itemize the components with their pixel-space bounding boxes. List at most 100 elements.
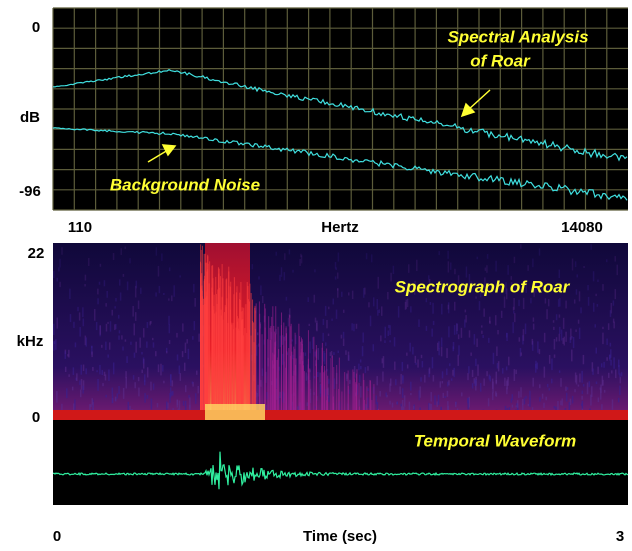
streak	[278, 348, 280, 420]
texture	[467, 373, 469, 381]
texture	[314, 269, 316, 273]
streak	[226, 278, 228, 420]
texture	[370, 254, 373, 263]
texture	[446, 368, 448, 376]
texture	[315, 322, 318, 331]
texture	[105, 394, 107, 398]
texture	[197, 385, 200, 394]
texture	[171, 391, 173, 396]
texture	[562, 337, 564, 344]
texture	[483, 378, 485, 386]
texture	[581, 390, 584, 395]
texture	[514, 313, 516, 323]
texture	[183, 362, 186, 372]
texture	[107, 321, 109, 324]
texture	[465, 266, 468, 278]
texture	[360, 386, 362, 398]
texture	[56, 391, 58, 403]
texture	[111, 309, 113, 316]
streak	[323, 365, 325, 420]
texture	[553, 354, 556, 358]
streak	[241, 319, 243, 420]
streak	[245, 304, 247, 420]
texture	[258, 276, 260, 280]
texture	[173, 285, 175, 297]
texture	[78, 312, 81, 321]
texture	[193, 283, 195, 293]
streak	[200, 293, 202, 420]
texture	[194, 297, 196, 307]
texture	[507, 377, 509, 386]
texture	[569, 398, 572, 406]
texture	[59, 281, 61, 288]
texture	[362, 332, 364, 343]
texture	[292, 354, 294, 360]
texture	[410, 381, 412, 391]
streak	[254, 328, 256, 420]
texture	[279, 274, 281, 281]
texture	[103, 371, 106, 376]
texture	[486, 371, 488, 377]
texture	[166, 401, 168, 410]
texture	[108, 369, 110, 381]
texture	[406, 352, 408, 356]
texture	[582, 384, 585, 387]
texture	[600, 388, 602, 400]
texture	[601, 404, 603, 410]
texture	[520, 244, 522, 249]
texture	[68, 374, 70, 377]
texture	[144, 393, 146, 403]
texture	[551, 378, 553, 384]
texture	[587, 284, 589, 291]
texture	[115, 323, 117, 330]
texture	[396, 401, 399, 405]
texture	[156, 403, 159, 408]
texture	[59, 258, 61, 268]
texture	[279, 391, 281, 399]
texture	[292, 269, 294, 273]
streak	[332, 396, 334, 420]
texture	[620, 372, 623, 377]
texture	[282, 391, 284, 403]
texture	[479, 383, 482, 392]
texture	[477, 364, 479, 376]
texture	[351, 290, 354, 300]
arrowhead	[161, 144, 177, 157]
texture	[555, 314, 558, 321]
texture	[400, 373, 402, 385]
texture	[571, 395, 574, 404]
texture	[99, 325, 101, 337]
texture	[506, 381, 508, 387]
texture	[491, 392, 494, 401]
texture	[488, 316, 491, 323]
texture	[448, 326, 450, 338]
texture	[76, 373, 78, 381]
texture	[574, 372, 577, 383]
texture	[419, 407, 421, 413]
texture	[91, 345, 93, 348]
texture	[535, 360, 537, 368]
texture	[508, 356, 510, 366]
texture	[416, 259, 418, 271]
texture	[367, 397, 369, 409]
texture	[457, 334, 460, 340]
texture	[619, 385, 621, 396]
texture	[126, 356, 128, 364]
texture	[565, 300, 567, 309]
arrow	[467, 89, 491, 111]
streak	[341, 391, 343, 420]
texture	[617, 397, 620, 403]
texture	[181, 351, 184, 358]
texture	[520, 387, 522, 398]
texture	[361, 346, 364, 357]
texture	[132, 375, 135, 380]
texture	[586, 382, 589, 395]
texture	[380, 306, 383, 316]
streak	[212, 278, 214, 420]
waveform	[52, 451, 629, 490]
texture	[465, 315, 467, 323]
texture	[488, 374, 491, 380]
y-label: dB	[20, 109, 40, 126]
texture	[275, 251, 277, 256]
texture	[353, 366, 356, 378]
